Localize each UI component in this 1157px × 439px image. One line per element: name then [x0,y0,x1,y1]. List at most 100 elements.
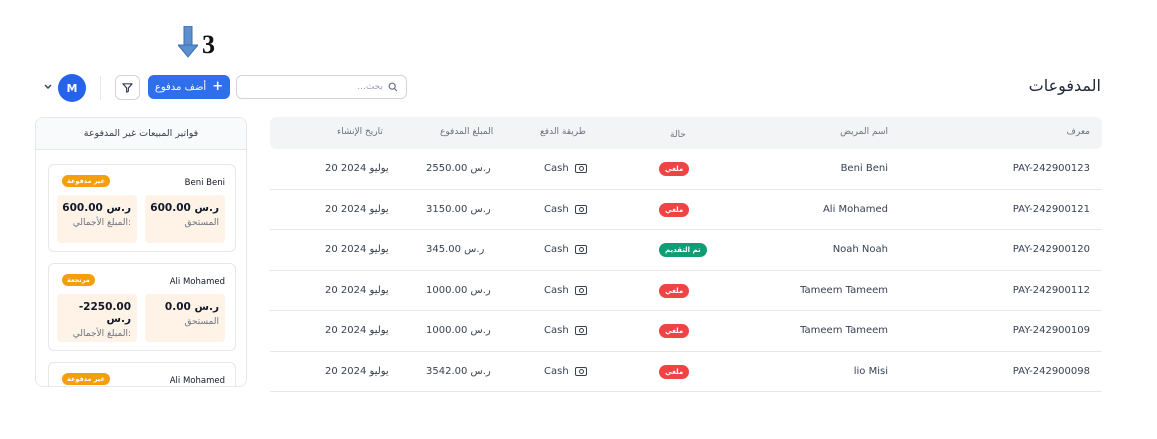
amount-paid: 1000.00 ر.س [426,325,491,336]
avatar[interactable]: M [58,74,86,102]
add-payment-button[interactable]: + أضف مدفوع [148,75,230,99]
due-label: المستحق [184,218,219,228]
payment-id[interactable]: PAY-242900109 [1012,325,1090,336]
add-payment-label: أضف مدفوع [154,81,207,93]
invoice-status-badge: غير مدفوعة [62,175,110,187]
payment-method: Cash [544,285,587,296]
table-row[interactable]: PAY-242900112 Tameem Tameem ملغي Cash 10… [270,271,1102,311]
header-status[interactable]: حالة [670,130,686,140]
amount-paid: 2550.00 ر.س [426,163,491,174]
invoice-card[interactable]: Ali Mohamed غير مدفوعة [48,362,236,386]
due-label: المستحق [184,317,219,327]
search-icon [388,82,398,92]
table-row[interactable]: PAY-242900098 lio Misi ملغي Cash 3542.00… [270,352,1102,392]
amount-paid: 1000.00 ر.س [426,284,491,296]
annotation-number: 3 [202,30,215,59]
invoice-card[interactable]: Beni Beni غير مدفوعة 600.00 ر.س المستحق … [48,164,236,252]
status-label: ملغي [659,162,690,176]
payment-id[interactable]: PAY-242900120 [1012,244,1090,255]
invoice-card[interactable]: Ali Mohamed مرتجعة 0.00 ر.س المستحق -225… [48,263,236,351]
table-row[interactable]: PAY-242900123 Beni Beni ملغي Cash 2550.0… [270,149,1102,190]
method-label: Cash [544,163,569,174]
created-date: 20 يوليو 2024 [325,244,389,255]
payment-id[interactable]: PAY-242900098 [1012,365,1090,377]
created-date: 20 يوليو 2024 [325,325,389,336]
invoice-patient-name: Ali Mohamed [169,277,225,287]
total-value: 600.00 ر.س [62,202,131,214]
method-label: Cash [544,244,569,255]
header-method[interactable]: طريقة الدفع [540,127,586,137]
cash-icon [574,326,587,335]
status-badge: ملغي [659,202,690,217]
created-date: 20 يوليو 2024 [325,163,389,174]
status-label: ملغي [659,364,690,379]
payment-id[interactable]: PAY-242900123 [1012,163,1090,174]
header-amount[interactable]: المبلغ المدفوع [440,127,494,137]
header-id[interactable]: معرف [1066,127,1090,137]
panel-title: فواتير المبيعات غير المدفوعة [36,118,246,150]
status-badge: ملغي [659,162,690,176]
cash-icon [574,204,587,214]
status-badge: ملغي [659,324,690,338]
cash-icon [574,366,587,376]
status-label: تم التقديم [659,243,707,257]
method-label: Cash [544,203,569,215]
amount-paid: 345.00 ر.س [426,244,485,255]
page-title: المدفوعات [1028,76,1101,95]
unpaid-invoices-panel: فواتير المبيعات غير المدفوعة Beni Beni غ… [35,117,247,387]
cash-icon [574,164,587,173]
payment-method: Cash [544,366,587,377]
avatar-initial: M [66,81,78,95]
filter-icon [122,83,133,93]
cash-icon [574,285,587,295]
table-row[interactable]: PAY-242900109 Tameem Tameem ملغي Cash 10… [270,311,1102,352]
created-date: 20 يوليو 2024 [325,284,389,296]
table-body: PAY-242900123 Beni Beni ملغي Cash 2550.0… [270,149,1102,392]
table-header: معرف اسم المريض حالة طريقة الدفع المبلغ … [270,117,1102,149]
patient-name: Tameem Tameem [800,284,888,296]
search-box[interactable] [236,75,407,99]
total-amount-box: 600.00 ر.س المبلغ الأجمالي: [57,195,137,243]
table-row[interactable]: PAY-242900120 Noah Noah تم التقديم Cash … [270,230,1102,271]
patient-name: Noah Noah [832,244,888,255]
due-value: 600.00 ر.س [150,202,219,214]
arrow-down-icon [178,26,198,58]
header-patient[interactable]: اسم المريض [840,127,888,137]
invoice-patient-name: Beni Beni [184,178,225,188]
invoice-status-badge: مرتجعة [62,274,95,286]
annotation-arrow: 3 [178,26,215,58]
status-badge: تم التقديم [659,243,707,257]
amount-paid: 3150.00 ر.س [426,203,491,215]
payment-id[interactable]: PAY-242900112 [1012,284,1090,296]
patient-name: lio Misi [853,365,888,377]
payment-method: Cash [544,204,587,215]
status-badge: ملغي [659,283,690,298]
created-date: 20 يوليو 2024 [325,365,389,377]
total-label: المبلغ الأجمالي: [72,218,131,228]
amount-paid: 3542.00 ر.س [426,365,491,377]
patient-name: Beni Beni [840,163,888,174]
status-label: ملغي [659,283,690,298]
chevron-down-icon[interactable] [43,80,53,94]
total-value: -2250.00 ر.س [78,301,131,325]
cash-icon [574,245,587,254]
method-label: Cash [544,365,569,377]
patient-name: Tameem Tameem [800,325,888,336]
created-date: 20 يوليو 2024 [325,203,389,215]
status-label: ملغي [659,324,690,338]
method-label: Cash [544,284,569,296]
invoice-patient-name: Ali Mohamed [169,376,225,386]
due-amount-box: 600.00 ر.س المستحق [145,195,225,243]
status-label: ملغي [659,202,690,217]
due-amount-box: 0.00 ر.س المستحق [145,294,225,342]
payment-method: Cash [544,325,587,336]
filter-button[interactable] [115,75,140,100]
plus-icon: + [212,79,224,94]
due-value: 0.00 ر.س [164,301,219,313]
header-date[interactable]: تاريخ الإنشاء [337,127,383,137]
invoice-status-badge: غير مدفوعة [62,373,110,385]
search-input[interactable] [253,82,383,92]
table-row[interactable]: PAY-242900121 Ali Mohamed ملغي Cash 3150… [270,190,1102,230]
payment-method: Cash [544,244,587,255]
payment-id[interactable]: PAY-242900121 [1012,203,1090,215]
